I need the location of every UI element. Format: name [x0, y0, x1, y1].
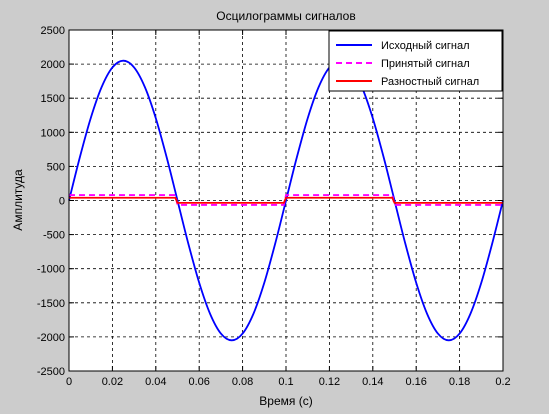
x-tick-label: 0.08 — [232, 376, 253, 388]
x-tick-label: 0.2 — [495, 376, 510, 388]
y-tick-label: 1000 — [41, 127, 65, 139]
legend-label-2: Принятый сигнал — [381, 58, 470, 70]
legend-label-3: Разностный сигнал — [381, 76, 479, 88]
x-tick-label: 0.02 — [102, 376, 123, 388]
series-lines — [68, 59, 504, 342]
y-tick-label: -1000 — [37, 264, 65, 276]
series-line-2 — [69, 194, 503, 206]
y-tick-label: 0 — [59, 196, 65, 208]
legend-entries: Исходный сигнал Принятый сигнал Разностный… — [336, 40, 479, 88]
legend-label-1: Исходный сигнал — [381, 40, 470, 52]
series-line-3 — [69, 196, 503, 204]
chart-title: Осцилограммы сигналов — [216, 9, 355, 23]
x-tick-label: 0.1 — [278, 376, 293, 388]
y-tick-label: -500 — [43, 230, 65, 242]
series-line-1 — [68, 59, 504, 342]
y-tick-label: 1500 — [41, 93, 65, 105]
x-tick-label: 0.12 — [319, 376, 340, 388]
x-tick-label: 0.18 — [449, 376, 470, 388]
axis-tick-labels: 0 0.02 0.04 0.06 0.08 0.1 0.12 0.14 0.16 0.18 0.2 2… — [37, 25, 511, 388]
y-tick-label: 2500 — [41, 25, 65, 37]
axis-ticks — [68, 29, 504, 372]
y-tick-label: 500 — [47, 161, 65, 173]
y-tick-label: -1500 — [37, 298, 65, 310]
x-tick-label: 0.04 — [145, 376, 166, 388]
y-tick-label: -2500 — [37, 366, 65, 378]
y-tick-label: -2000 — [37, 332, 65, 344]
y-axis-label: Амплитуда — [11, 169, 25, 231]
legend[interactable]: Исходный сигнал Принятый сигнал Разностный… — [328, 30, 503, 92]
x-tick-label: 0.14 — [362, 376, 383, 388]
x-axis-label: Время (с) — [259, 394, 312, 408]
x-tick-label: 0.06 — [188, 376, 209, 388]
x-tick-label: 0.16 — [405, 376, 426, 388]
x-tick-label: 0 — [66, 376, 72, 388]
y-tick-label: 2000 — [41, 59, 65, 71]
